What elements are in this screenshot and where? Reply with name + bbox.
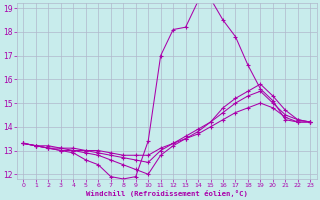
X-axis label: Windchill (Refroidissement éolien,°C): Windchill (Refroidissement éolien,°C) [86,190,248,197]
